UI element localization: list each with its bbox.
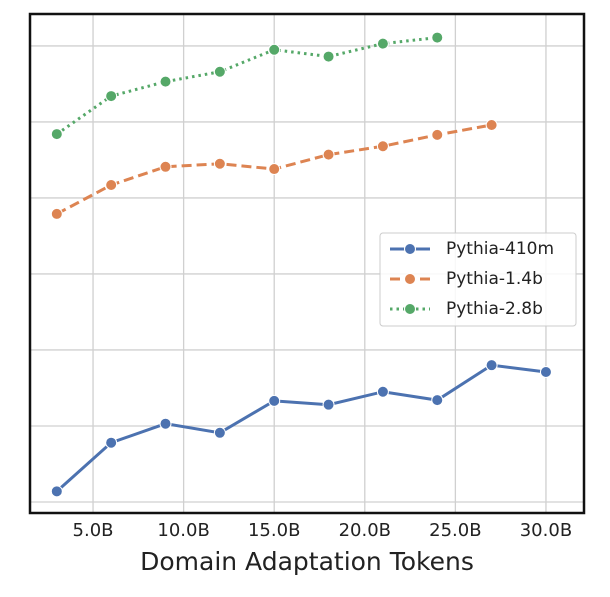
legend-marker xyxy=(404,243,416,255)
data-point xyxy=(159,417,172,430)
data-point xyxy=(268,43,281,56)
data-point xyxy=(213,157,226,170)
data-point xyxy=(539,366,552,379)
x-tick-label: 5.0B xyxy=(73,520,114,541)
data-point xyxy=(431,31,444,44)
data-point xyxy=(159,160,172,173)
data-point xyxy=(322,148,335,161)
data-point xyxy=(213,426,226,439)
legend: Pythia-410m Pythia-1.4b Pythia-2.8b xyxy=(379,232,577,327)
legend-marker xyxy=(404,273,416,285)
data-point xyxy=(322,398,335,411)
data-point xyxy=(268,163,281,176)
legend-label: Pythia-410m xyxy=(446,239,554,259)
data-point xyxy=(376,385,389,398)
data-point xyxy=(50,485,63,498)
data-point xyxy=(105,179,118,192)
data-point xyxy=(376,37,389,50)
x-tick-label: 30.0B xyxy=(520,520,572,541)
data-point xyxy=(431,128,444,141)
x-tick-label: 15.0B xyxy=(248,520,300,541)
legend-label: Pythia-2.8b xyxy=(446,299,543,319)
data-point xyxy=(105,90,118,103)
data-point xyxy=(485,359,498,372)
legend-marker xyxy=(404,303,416,315)
x-tick-label: 25.0B xyxy=(429,520,481,541)
x-tick-label: 10.0B xyxy=(157,520,209,541)
data-point xyxy=(213,65,226,78)
data-point xyxy=(105,436,118,449)
data-point xyxy=(322,50,335,63)
x-tick-label: 20.0B xyxy=(339,520,391,541)
series-line xyxy=(55,36,438,136)
plot-frame xyxy=(28,12,586,515)
data-point xyxy=(485,118,498,131)
data-point xyxy=(268,394,281,407)
legend-box xyxy=(379,232,577,327)
x-axis-label: Domain Adaptation Tokens xyxy=(140,547,474,576)
data-point xyxy=(50,207,63,220)
data-point xyxy=(159,75,172,88)
series-line xyxy=(55,363,547,493)
data-point xyxy=(431,394,444,407)
legend-label: Pythia-1.4b xyxy=(446,269,543,289)
data-point xyxy=(376,140,389,153)
data-point xyxy=(50,128,63,141)
